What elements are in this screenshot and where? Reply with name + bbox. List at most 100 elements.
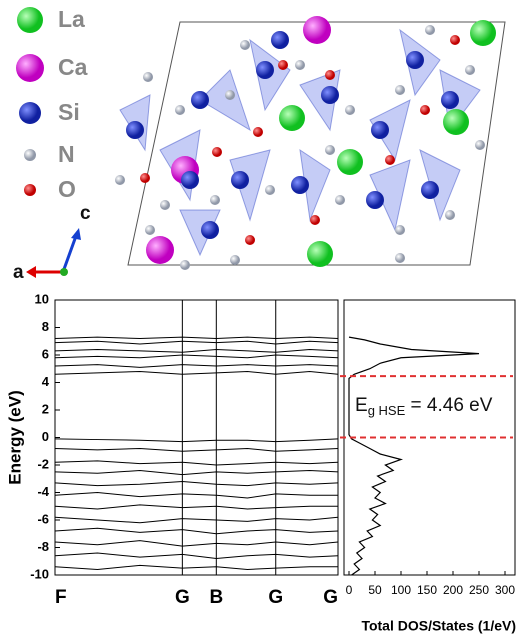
band — [55, 447, 338, 452]
atom — [295, 60, 305, 70]
atom — [191, 91, 209, 109]
atom — [337, 149, 363, 175]
band — [55, 527, 338, 535]
y-tick-label: 2 — [42, 401, 49, 416]
y-tick-label: 10 — [35, 291, 49, 306]
atom — [225, 90, 235, 100]
atom — [345, 105, 355, 115]
dos-line — [348, 336, 480, 575]
atom — [265, 185, 275, 195]
legend-label: Si — [58, 99, 80, 125]
atom — [421, 181, 439, 199]
tetrahedron — [369, 99, 411, 162]
atom — [278, 60, 288, 70]
legend-swatch — [24, 184, 36, 196]
band-lines — [55, 336, 338, 571]
atom — [325, 145, 335, 155]
band — [55, 340, 338, 345]
band — [55, 504, 338, 510]
atom-legend: La Ca Si NO — [16, 6, 88, 202]
band — [55, 540, 338, 547]
y-tick-label: -2 — [37, 456, 49, 471]
atom — [395, 85, 405, 95]
atom — [325, 70, 335, 80]
atom — [126, 121, 144, 139]
dos-panel: 0 50 100 150 200 250 300 Total DOS/States (1/eV… — [340, 299, 516, 634]
x-axis-title: Total DOS/States (1/eV) — [361, 618, 516, 634]
atom — [271, 31, 289, 49]
x-tick-label: 200 — [443, 583, 463, 597]
y-tick-label: 6 — [42, 346, 49, 361]
x-tick-label: 150 — [417, 583, 437, 597]
plot-frame — [54, 299, 339, 576]
legend-label: N — [58, 141, 75, 167]
legend-label: La — [58, 6, 85, 32]
band — [55, 552, 338, 560]
axis-indicator: a c — [13, 203, 91, 283]
atom — [201, 221, 219, 239]
atom — [425, 25, 435, 35]
legend-swatch — [24, 149, 36, 161]
atom — [143, 72, 153, 82]
band — [55, 364, 338, 368]
y-tick-label: -10 — [30, 566, 49, 581]
legend-swatch — [16, 54, 44, 82]
c-arrow — [61, 235, 78, 273]
atom — [256, 61, 274, 79]
atom — [385, 155, 395, 165]
x-tick-label: 0 — [346, 583, 353, 597]
band — [55, 336, 338, 340]
x-tick-label: G — [323, 587, 338, 608]
axis-a-label: a — [13, 262, 24, 283]
atom — [303, 16, 331, 44]
x-tick-label: 300 — [495, 583, 515, 597]
atom — [335, 195, 345, 205]
atom — [465, 65, 475, 75]
cell-frame — [127, 21, 506, 266]
origin — [60, 268, 68, 276]
x-tick-label: G — [175, 587, 190, 608]
atom — [279, 105, 305, 131]
legend-label: O — [58, 176, 76, 202]
atom — [307, 241, 333, 267]
atom — [395, 253, 405, 263]
axis-c-label: c — [80, 203, 91, 224]
atom — [420, 105, 430, 115]
c-arrow-head — [71, 228, 81, 240]
dos-line-group — [348, 336, 480, 575]
y-tick-label: 4 — [42, 374, 50, 389]
y-tick-label: -8 — [37, 539, 49, 554]
y-tick-label: 0 — [42, 429, 49, 444]
x-tick-label: 250 — [469, 583, 489, 597]
atom — [445, 210, 455, 220]
y-tick-label: -4 — [37, 484, 49, 499]
band — [55, 438, 338, 443]
atom — [145, 225, 155, 235]
atom — [245, 235, 255, 245]
atom — [180, 260, 190, 270]
atom — [371, 121, 389, 139]
band — [55, 516, 338, 524]
atom — [212, 147, 222, 157]
gap-symbol: E — [355, 395, 368, 416]
tetrahedron — [229, 149, 271, 222]
x-tick-label: G — [268, 587, 283, 608]
atom — [240, 40, 250, 50]
atom — [140, 173, 150, 183]
atom — [231, 171, 249, 189]
atom — [366, 191, 384, 209]
atom — [146, 236, 174, 264]
band — [55, 348, 338, 353]
band — [55, 564, 338, 571]
atom — [450, 35, 460, 45]
atom — [230, 255, 240, 265]
atom — [395, 225, 405, 235]
legend-label: Ca — [58, 54, 88, 80]
band — [55, 460, 338, 466]
a-arrow-head — [26, 266, 36, 278]
band — [55, 370, 338, 375]
x-tick-label: 100 — [391, 583, 411, 597]
atom — [160, 200, 170, 210]
